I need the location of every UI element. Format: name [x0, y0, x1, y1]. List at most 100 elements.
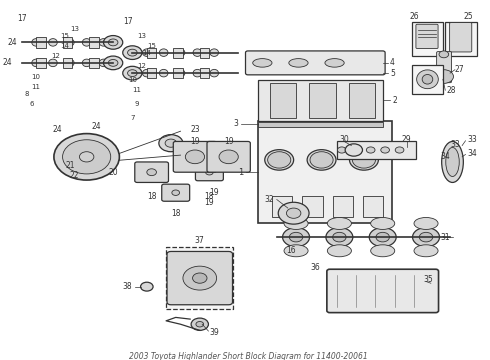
Text: 24: 24	[2, 58, 12, 67]
Text: 34: 34	[467, 149, 477, 158]
Circle shape	[268, 152, 291, 168]
Circle shape	[439, 51, 449, 58]
Circle shape	[185, 150, 205, 164]
Circle shape	[310, 152, 333, 168]
Ellipse shape	[143, 69, 151, 77]
Circle shape	[205, 170, 213, 175]
Text: 5: 5	[390, 69, 395, 78]
Text: 11: 11	[31, 84, 41, 90]
Ellipse shape	[32, 39, 41, 46]
Text: 1: 1	[238, 168, 243, 177]
Text: 15: 15	[61, 32, 70, 39]
FancyBboxPatch shape	[445, 22, 477, 56]
FancyBboxPatch shape	[416, 24, 438, 49]
Ellipse shape	[414, 217, 438, 229]
Text: 24: 24	[92, 122, 101, 131]
Text: 24: 24	[53, 125, 63, 134]
Text: 10: 10	[128, 77, 137, 83]
Circle shape	[381, 147, 390, 153]
Bar	[309, 84, 336, 118]
FancyBboxPatch shape	[173, 141, 217, 172]
Text: 2003 Toyota Highlander Short Block Diagram for 11400-20061: 2003 Toyota Highlander Short Block Diagr…	[128, 352, 368, 360]
Circle shape	[369, 228, 396, 247]
Circle shape	[413, 228, 440, 247]
Bar	[63, 58, 72, 68]
Text: 29: 29	[402, 135, 412, 144]
Ellipse shape	[176, 69, 185, 77]
Text: 36: 36	[311, 264, 320, 273]
Text: 24: 24	[7, 38, 17, 47]
Ellipse shape	[99, 39, 108, 46]
Circle shape	[123, 46, 142, 59]
FancyBboxPatch shape	[327, 269, 439, 312]
Text: 27: 27	[455, 65, 465, 74]
Ellipse shape	[32, 59, 41, 67]
Bar	[270, 84, 296, 118]
Bar	[147, 68, 156, 78]
Text: 3: 3	[233, 119, 238, 128]
Text: 16: 16	[287, 246, 296, 255]
Text: 17: 17	[123, 17, 132, 26]
Circle shape	[127, 49, 137, 56]
Circle shape	[141, 282, 153, 291]
Text: 19: 19	[205, 198, 214, 207]
Bar	[63, 37, 72, 48]
Circle shape	[419, 232, 433, 242]
Bar	[200, 68, 209, 78]
Ellipse shape	[289, 59, 308, 67]
Text: 18: 18	[171, 209, 180, 218]
Text: 11: 11	[133, 87, 142, 93]
Bar	[173, 48, 183, 58]
FancyBboxPatch shape	[162, 184, 190, 201]
FancyBboxPatch shape	[135, 162, 169, 183]
Circle shape	[219, 150, 238, 164]
Ellipse shape	[284, 245, 308, 257]
Text: 38: 38	[123, 282, 132, 291]
Text: 14: 14	[143, 50, 151, 56]
Text: 17: 17	[17, 14, 26, 23]
Bar	[333, 196, 353, 217]
Circle shape	[79, 152, 94, 162]
Bar	[89, 58, 98, 68]
FancyBboxPatch shape	[437, 51, 452, 83]
Ellipse shape	[327, 217, 351, 229]
Text: 35: 35	[424, 275, 433, 284]
Text: 14: 14	[61, 43, 70, 49]
Circle shape	[333, 232, 346, 242]
Ellipse shape	[284, 217, 308, 229]
Circle shape	[352, 152, 375, 168]
Text: 30: 30	[339, 135, 349, 144]
Ellipse shape	[99, 59, 108, 67]
Text: 15: 15	[147, 43, 156, 49]
Text: 4: 4	[390, 58, 395, 67]
FancyBboxPatch shape	[412, 22, 443, 56]
Text: 19: 19	[190, 137, 200, 146]
Bar	[89, 37, 98, 48]
Text: 26: 26	[409, 12, 419, 21]
Text: 6: 6	[29, 101, 33, 107]
FancyBboxPatch shape	[245, 51, 385, 75]
Ellipse shape	[327, 245, 351, 257]
Text: 23: 23	[190, 125, 200, 134]
Text: 18: 18	[147, 192, 156, 201]
Bar	[36, 37, 46, 48]
Ellipse shape	[66, 39, 74, 46]
Ellipse shape	[253, 59, 272, 67]
Text: 32: 32	[265, 195, 274, 204]
Text: 12: 12	[51, 53, 60, 59]
Text: 21: 21	[65, 161, 74, 170]
Circle shape	[367, 147, 375, 153]
Text: 12: 12	[138, 63, 147, 69]
Circle shape	[159, 135, 183, 152]
Circle shape	[345, 144, 363, 156]
Ellipse shape	[143, 49, 151, 57]
Bar	[36, 58, 46, 68]
Text: 19: 19	[209, 188, 219, 197]
Circle shape	[147, 169, 156, 176]
Ellipse shape	[210, 49, 219, 57]
Circle shape	[376, 232, 390, 242]
Circle shape	[103, 36, 123, 49]
Ellipse shape	[422, 75, 433, 84]
Circle shape	[108, 39, 118, 46]
Ellipse shape	[49, 39, 57, 46]
